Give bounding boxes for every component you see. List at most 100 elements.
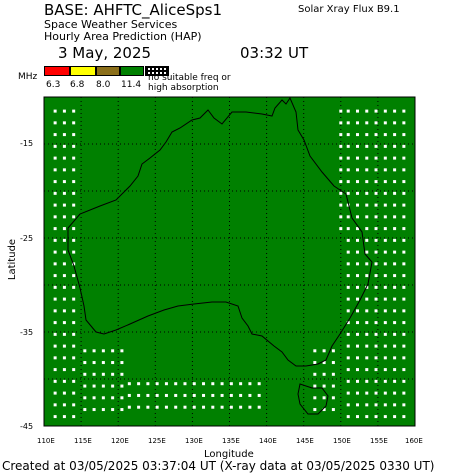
product-name: Hourly Area Prediction (HAP)	[44, 30, 202, 43]
no-suitable-dot	[365, 180, 369, 184]
no-suitable-dot	[365, 344, 369, 348]
no-suitable-dot	[374, 321, 378, 325]
no-suitable-dot	[393, 156, 397, 160]
no-suitable-dot	[346, 368, 350, 372]
no-suitable-dot	[365, 144, 369, 148]
no-suitable-dot	[339, 144, 343, 148]
no-suitable-dot	[365, 356, 369, 360]
no-suitable-dot	[346, 144, 350, 148]
no-suitable-dot	[183, 382, 187, 386]
no-suitable-dot	[374, 156, 378, 160]
legend-freq-1: 6.3	[46, 80, 61, 90]
no-suitable-dot	[402, 227, 406, 231]
no-suitable-dot	[62, 191, 66, 195]
longitude-axis-title: Longitude	[204, 449, 254, 460]
no-suitable-dot	[72, 356, 76, 360]
no-suitable-dot	[365, 203, 369, 207]
no-suitable-dot	[355, 415, 359, 419]
no-suitable-dot	[383, 262, 387, 266]
no-suitable-dot	[393, 321, 397, 325]
no-suitable-dot	[62, 156, 66, 160]
no-suitable-dot	[365, 133, 369, 137]
no-suitable-dot	[355, 227, 359, 231]
no-suitable-dot	[53, 133, 57, 137]
no-suitable-dot	[72, 309, 76, 313]
legend-unit: MHz	[18, 72, 38, 82]
no-suitable-dot	[220, 393, 224, 397]
no-suitable-dot	[402, 332, 406, 336]
no-suitable-dot	[313, 396, 317, 400]
no-suitable-dot	[393, 332, 397, 336]
no-suitable-dot	[229, 382, 233, 386]
no-suitable-dot	[83, 384, 87, 388]
no-suitable-dot	[365, 250, 369, 254]
no-suitable-dot	[339, 180, 343, 184]
no-suitable-dot	[365, 156, 369, 160]
no-suitable-dot	[53, 250, 57, 254]
no-suitable-dot	[101, 372, 105, 376]
no-suitable-dot	[393, 180, 397, 184]
no-suitable-dot	[72, 250, 76, 254]
no-suitable-dot	[355, 109, 359, 113]
no-suitable-dot	[339, 227, 343, 231]
no-suitable-dot	[211, 382, 215, 386]
no-suitable-dot	[355, 238, 359, 242]
no-suitable-dot	[62, 180, 66, 184]
no-suitable-dot	[53, 109, 57, 113]
no-suitable-dot	[374, 379, 378, 383]
no-suitable-dot	[53, 144, 57, 148]
no-suitable-dot	[365, 297, 369, 301]
no-suitable-dot	[72, 109, 76, 113]
no-suitable-dot	[355, 203, 359, 207]
no-suitable-dot	[174, 405, 178, 409]
no-suitable-dot	[220, 382, 224, 386]
no-suitable-dot	[120, 372, 124, 376]
no-suitable-dot	[62, 309, 66, 313]
no-suitable-dot	[53, 238, 57, 242]
no-suitable-dot	[393, 227, 397, 231]
no-suitable-dot	[355, 168, 359, 172]
no-suitable-dot	[72, 379, 76, 383]
no-suitable-frequency-dots	[53, 109, 406, 419]
legend-no-suitable-line2: high absorption	[148, 83, 219, 93]
no-suitable-dot	[146, 393, 150, 397]
no-suitable-dot	[202, 393, 206, 397]
no-suitable-dot	[72, 180, 76, 184]
no-suitable-dot	[355, 368, 359, 372]
no-suitable-dot	[365, 391, 369, 395]
no-suitable-dot	[92, 372, 96, 376]
no-suitable-dot	[62, 227, 66, 231]
no-suitable-dot	[374, 309, 378, 313]
no-suitable-dot	[365, 379, 369, 383]
no-suitable-dot	[355, 344, 359, 348]
no-suitable-dot	[192, 393, 196, 397]
no-suitable-dot	[211, 393, 215, 397]
no-suitable-dot	[53, 180, 57, 184]
no-suitable-dot	[365, 403, 369, 407]
no-suitable-dot	[53, 403, 57, 407]
no-suitable-dot	[374, 415, 378, 419]
no-suitable-dot	[62, 262, 66, 266]
no-suitable-dot	[402, 238, 406, 242]
no-suitable-dot	[92, 349, 96, 353]
no-suitable-dot	[346, 180, 350, 184]
no-suitable-dot	[383, 415, 387, 419]
no-suitable-dot	[62, 144, 66, 148]
no-suitable-dot	[313, 349, 317, 353]
no-suitable-dot	[155, 382, 159, 386]
no-suitable-dot	[365, 215, 369, 219]
no-suitable-dot	[72, 321, 76, 325]
no-suitable-dot	[346, 121, 350, 125]
no-suitable-dot	[355, 356, 359, 360]
no-suitable-dot	[346, 309, 350, 313]
no-suitable-dot	[72, 285, 76, 289]
no-suitable-dot	[92, 384, 96, 388]
no-suitable-dot	[313, 361, 317, 365]
latitude-axis-title: Latitude	[7, 238, 19, 281]
no-suitable-dot	[393, 309, 397, 313]
no-suitable-dot	[374, 297, 378, 301]
no-suitable-dot	[101, 396, 105, 400]
no-suitable-dot	[374, 274, 378, 278]
legend-no-suitable-line1: no suitable freq or	[148, 73, 231, 83]
no-suitable-dot	[83, 372, 87, 376]
